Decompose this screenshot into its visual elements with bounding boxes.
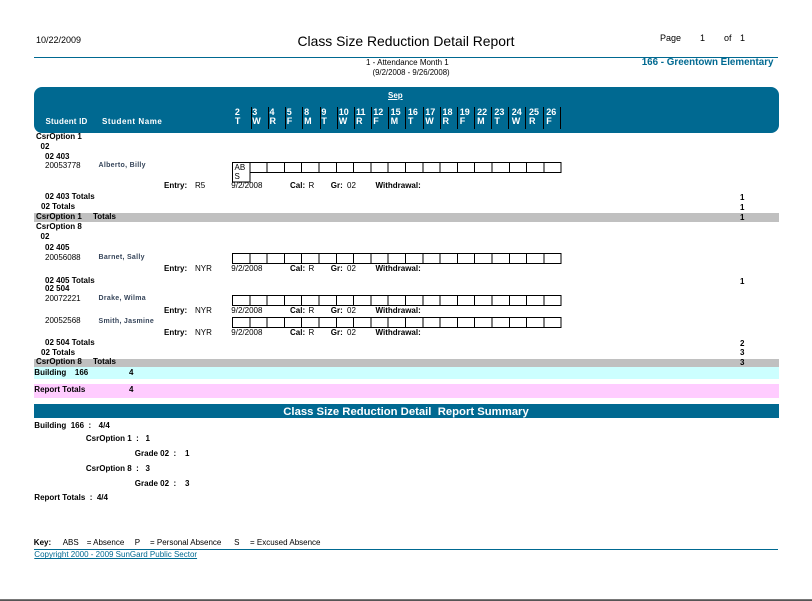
svg-text:AB: AB (235, 163, 246, 172)
svg-text:S: S (235, 172, 240, 181)
